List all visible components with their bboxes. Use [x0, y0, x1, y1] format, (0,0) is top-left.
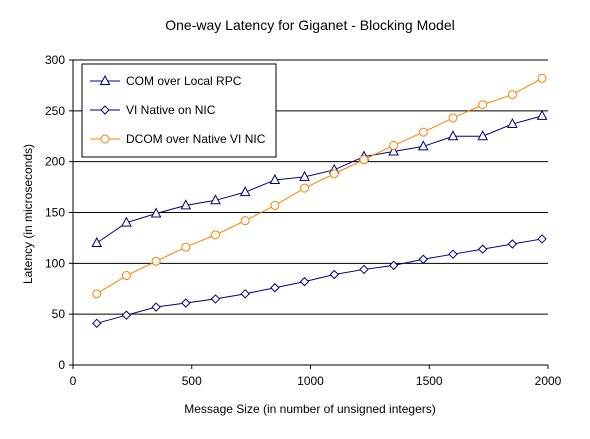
- legend-swatch-marker: [99, 74, 111, 85]
- data-point: [507, 90, 517, 100]
- data-point: [329, 269, 339, 280]
- series-line: [96, 238, 543, 324]
- data-point: [210, 194, 221, 205]
- data-point: [389, 140, 399, 150]
- data-point: [239, 186, 251, 197]
- data-point: [300, 183, 310, 193]
- data-point: [240, 289, 250, 299]
- legend-item: DCOM over Native VI NIC: [90, 132, 266, 146]
- data-point: [121, 216, 132, 227]
- data-point: [151, 302, 161, 312]
- legend-swatch-marker: [100, 105, 110, 115]
- data-point: [448, 113, 458, 123]
- data-point: [329, 169, 339, 179]
- data-point: [240, 216, 250, 226]
- x-tick-label: 0: [70, 374, 77, 388]
- series-vi-native-on-nic: [92, 234, 547, 329]
- legend: COM over Local RPC VI Native on NIC DCOM o…: [81, 63, 277, 158]
- x-tick-label: 1500: [416, 374, 443, 388]
- data-point: [92, 289, 102, 299]
- data-point: [211, 230, 220, 240]
- y-tick-label: 150: [45, 206, 65, 220]
- legend-item: VI Native on NIC: [90, 103, 216, 117]
- data-point: [537, 234, 547, 244]
- data-point: [359, 264, 369, 275]
- data-point: [507, 117, 518, 129]
- series-dcom-over-native-vi-nic: [92, 73, 547, 299]
- data-point: [121, 271, 131, 281]
- data-point: [92, 318, 102, 329]
- legend-swatch-marker: [100, 134, 110, 144]
- data-point: [507, 239, 518, 249]
- data-point: [181, 298, 191, 308]
- data-point: [210, 294, 221, 304]
- y-tick-label: 300: [45, 53, 65, 67]
- chart-title: One-way Latency for Giganet - Blocking M…: [165, 17, 454, 33]
- x-tick-label: 2000: [535, 374, 562, 388]
- data-point: [91, 236, 103, 247]
- data-point: [536, 109, 548, 120]
- y-tick-label: 100: [45, 256, 65, 270]
- data-point: [417, 140, 429, 151]
- data-point: [478, 100, 488, 110]
- data-point: [418, 254, 429, 264]
- data-point: [151, 256, 161, 266]
- data-point: [150, 207, 162, 218]
- data-point: [269, 173, 281, 184]
- y-axis-label: Latency (in microseconds): [21, 144, 35, 284]
- legend-item: COM over Local RPC: [90, 74, 242, 88]
- y-tick-label: 250: [45, 104, 65, 118]
- y-tick-label: 50: [52, 307, 66, 321]
- data-point: [270, 200, 280, 210]
- data-point: [181, 242, 191, 252]
- data-point: [447, 130, 459, 141]
- data-point: [270, 283, 280, 293]
- data-point: [121, 310, 132, 320]
- data-point: [299, 170, 310, 181]
- x-tick-label: 500: [182, 374, 202, 388]
- y-tick-label: 200: [45, 155, 65, 169]
- series-line: [96, 115, 543, 244]
- series-line: [96, 77, 543, 295]
- legend-label: VI Native on NIC: [126, 103, 216, 117]
- data-point: [448, 249, 458, 259]
- y-tick-label: 0: [58, 358, 65, 372]
- legend-label: DCOM over Native VI NIC: [126, 132, 266, 146]
- data-point: [477, 130, 489, 141]
- data-point: [299, 276, 310, 287]
- data-point: [537, 73, 547, 83]
- data-point: [418, 127, 428, 137]
- data-point: [359, 155, 369, 165]
- data-point: [388, 260, 399, 271]
- series-com-over-local-rpc: [91, 109, 548, 247]
- data-point: [477, 244, 488, 254]
- data-point: [388, 145, 399, 156]
- plot-area: 0 50 100 150 200 250 300 0 500 1000 1500 2000: [45, 53, 562, 388]
- legend-label: COM over Local RPC: [126, 74, 242, 88]
- x-tick-label: 1000: [297, 374, 324, 388]
- x-axis-label: Message Size (in number of unsigned inte…: [184, 402, 435, 416]
- data-point: [180, 199, 192, 210]
